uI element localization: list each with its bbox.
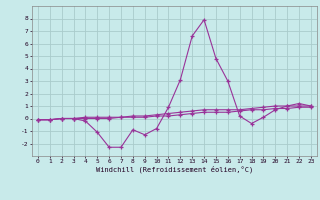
X-axis label: Windchill (Refroidissement éolien,°C): Windchill (Refroidissement éolien,°C): [96, 166, 253, 173]
